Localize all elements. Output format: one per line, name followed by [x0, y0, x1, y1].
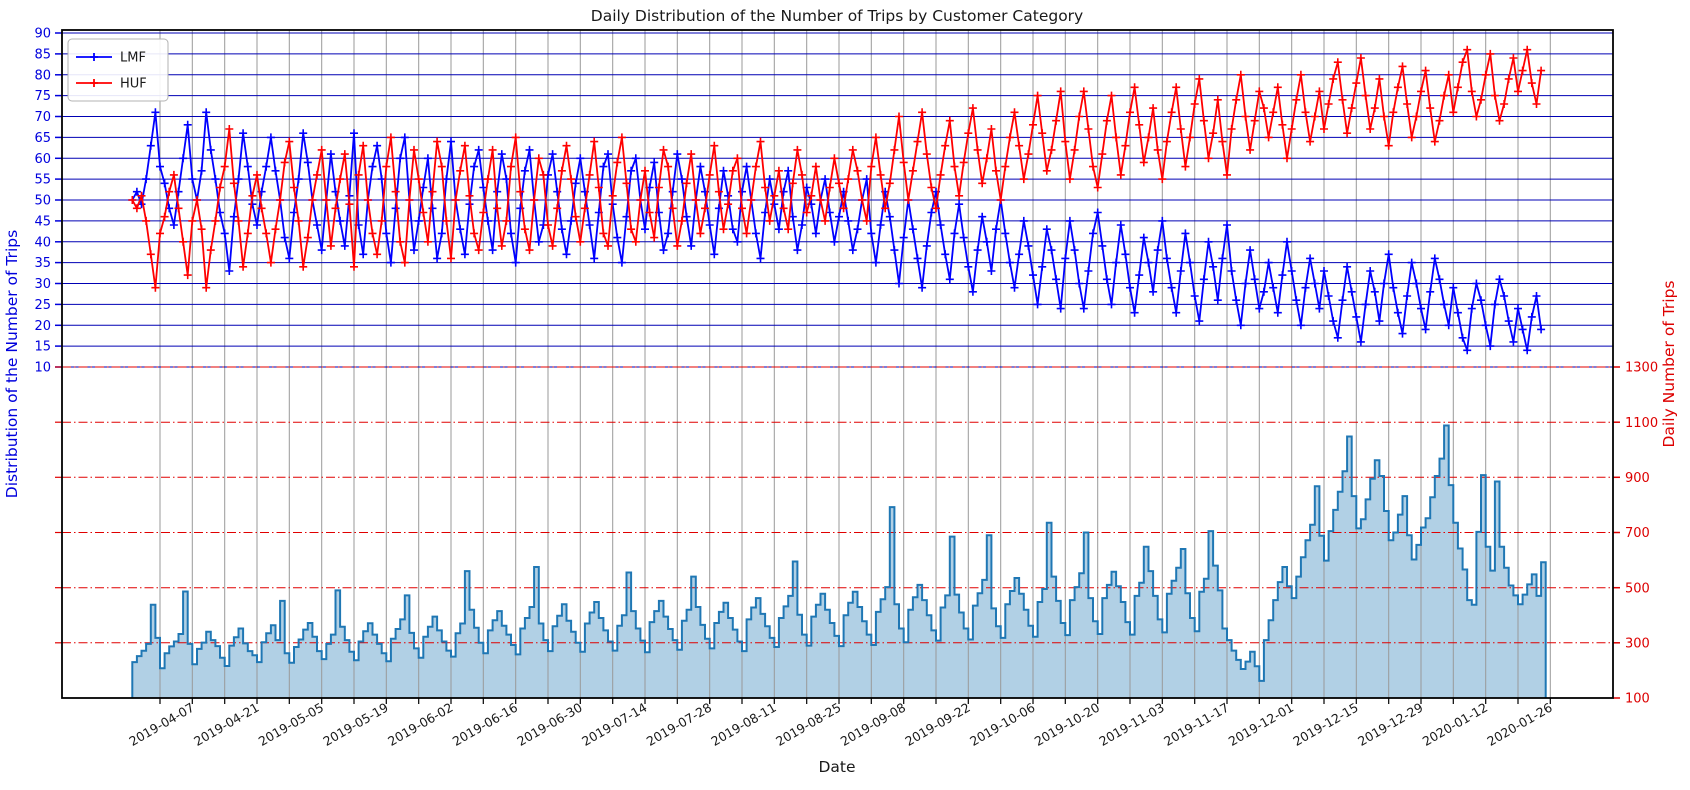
right-tick-label: 1300 — [1625, 361, 1658, 376]
x-axis-label: Date — [818, 758, 855, 776]
x-tick-label: 2019-06-16 — [450, 700, 520, 749]
left-tick-label: 20 — [34, 319, 51, 334]
left-tick-label: 80 — [34, 68, 51, 83]
x-tick-label: 2019-06-02 — [385, 700, 455, 749]
left-tick-label: 30 — [34, 277, 51, 292]
legend-huf-label: HUF — [120, 77, 147, 92]
huf-markers — [128, 45, 1546, 292]
chart-title: Daily Distribution of the Number of Trip… — [591, 7, 1083, 25]
right-y-axis-label: Daily Number of Trips — [1660, 281, 1678, 448]
x-tick-label: 2019-08-25 — [773, 700, 843, 749]
x-tick-label: 2019-05-05 — [256, 700, 326, 749]
x-tick-label: 2019-06-30 — [514, 700, 584, 749]
x-tick-label: 2019-12-01 — [1226, 700, 1296, 749]
left-tick-label: 75 — [34, 89, 51, 104]
left-tick-label: 60 — [34, 152, 51, 167]
x-tick-label: 2019-04-21 — [191, 700, 261, 749]
left-tick-label: 70 — [34, 110, 51, 125]
x-tick-label: 2019-05-19 — [320, 700, 390, 749]
right-tick-label: 300 — [1625, 636, 1650, 651]
right-tick-label: 900 — [1625, 471, 1650, 486]
legend: LMF HUF — [67, 38, 169, 102]
left-y-axis-label: Distribution of the Number of Trips — [3, 230, 21, 498]
right-tick-label: 500 — [1625, 581, 1650, 596]
plot-border — [61, 29, 1614, 699]
legend-huf-marker-icon — [90, 79, 98, 87]
left-tick-label: 10 — [34, 361, 51, 376]
left-tick-label: 65 — [34, 131, 51, 146]
lmf-line — [131, 112, 1542, 351]
legend-lmf-marker-icon — [90, 53, 98, 61]
x-tick-label: 2019-11-03 — [1096, 700, 1166, 749]
legend-lmf-label: LMF — [120, 51, 146, 66]
x-tick-label: 2019-11-17 — [1161, 700, 1231, 749]
x-tick-label: 2019-10-06 — [967, 700, 1037, 749]
left-tick-label: 40 — [34, 235, 51, 250]
series-layer — [128, 45, 1547, 698]
left-tick-label: 45 — [34, 214, 51, 229]
left-tick-label: 15 — [34, 340, 51, 355]
x-tick-label: 2019-07-14 — [579, 700, 649, 749]
daily-trips-area-fill — [132, 425, 1546, 698]
left-tick-label: 55 — [34, 173, 51, 188]
x-tick-label: 2019-12-29 — [1355, 700, 1425, 749]
x-tick-label: 2019-08-11 — [708, 700, 778, 749]
area-layer — [132, 425, 1546, 698]
daily-trips-step-line — [131, 424, 1547, 698]
x-tick-label: 2019-10-20 — [1032, 700, 1102, 749]
x-tick-label: 2019-04-07 — [126, 700, 196, 749]
right-tick-label: 700 — [1625, 526, 1650, 541]
x-tick-label: 2019-12-15 — [1290, 700, 1360, 749]
x-tick-label: 2020-01-26 — [1484, 700, 1554, 749]
x-tick-label: 2019-07-28 — [644, 700, 714, 749]
left-tick-label: 90 — [34, 27, 51, 42]
left-tick-label: 85 — [34, 47, 51, 62]
x-tick-label: 2020-01-12 — [1420, 700, 1490, 749]
left-tick-label: 25 — [34, 298, 51, 313]
legend-box — [67, 38, 169, 102]
right-tick-label: 1100 — [1625, 416, 1658, 431]
huf-line — [131, 49, 1542, 288]
left-tick-label: 35 — [34, 256, 51, 271]
right-tick-label: 100 — [1625, 692, 1650, 707]
x-tick-label: 2019-09-22 — [902, 700, 972, 749]
x-tick-label: 2019-09-08 — [838, 700, 908, 749]
left-tick-label: 50 — [34, 194, 51, 209]
